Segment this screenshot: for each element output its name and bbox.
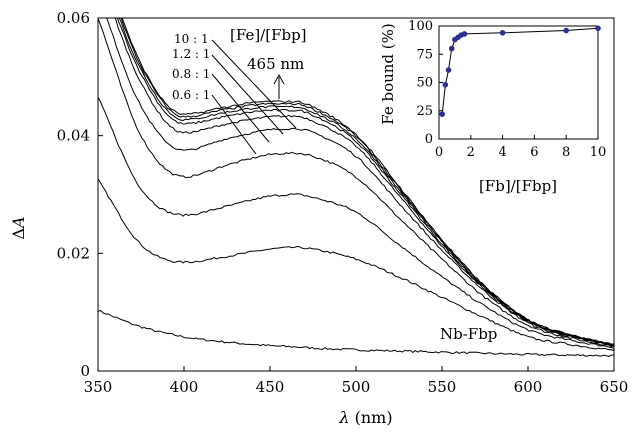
inset-point	[500, 30, 506, 36]
inset-y-axis-title: Fe bound (%)	[379, 23, 397, 125]
inset-x-tick-label: 4	[498, 145, 506, 160]
inset-x-tick-label: 0	[435, 145, 443, 160]
x-tick-label: 600	[514, 378, 543, 396]
inset-point	[449, 46, 455, 52]
x-tick-label: 550	[428, 378, 457, 396]
inset-y-tick-label: 50	[416, 76, 433, 91]
x-axis-title-unit: (nm)	[355, 408, 393, 427]
spectrum-line-0	[98, 311, 614, 357]
inset-point	[563, 28, 569, 34]
nb-fbp-label: Nb-Fbp	[440, 325, 497, 343]
x-tick-label: 450	[256, 378, 285, 396]
x-axis-title: λ (nm)	[338, 408, 392, 427]
y-axis-title-var: A	[9, 216, 28, 230]
inset-point	[439, 111, 445, 117]
inset-point	[595, 25, 601, 31]
y-tick-label: 0	[80, 362, 90, 380]
x-tick-label: 500	[342, 378, 371, 396]
ratio-label-3: 0.8 : 1	[172, 67, 210, 81]
x-tick-label: 350	[84, 378, 113, 396]
y-axis-title-symbol: Δ	[9, 228, 28, 240]
y-axis-title: ΔA	[9, 216, 28, 239]
inset-point	[443, 82, 449, 88]
inset-y-tick-label: 0	[425, 132, 433, 147]
y-tick-label: 0.04	[57, 127, 90, 145]
inset-x-tick-label: 8	[562, 145, 570, 160]
inset-point	[462, 31, 468, 37]
ratio-leader-4	[212, 95, 256, 154]
peak-label: 465 nm	[247, 55, 304, 73]
inset-frame	[439, 26, 598, 139]
x-tick-label: 650	[600, 378, 629, 396]
inset-x-tick-label: 6	[530, 145, 538, 160]
y-tick-label: 0.02	[57, 244, 90, 262]
x-axis-title-symbol: λ	[338, 408, 349, 427]
inset-y-tick-label: 75	[416, 47, 433, 62]
inset-x-tick-label: 2	[467, 145, 475, 160]
y-tick-label: 0.06	[57, 9, 90, 27]
inset-y-tick-label: 100	[408, 19, 433, 34]
ratio-header: [Fe]/[Fbp]	[230, 26, 307, 44]
ratio-label-2: 1.2 : 1	[172, 47, 210, 61]
inset-x-tick-label: 10	[590, 145, 607, 160]
ratio-label-4: 0.6 : 1	[172, 88, 210, 102]
inset-y-tick-label: 25	[416, 104, 433, 119]
inset-x-axis-title: [Fb]/[Fbp]	[479, 177, 557, 195]
inset-point	[446, 67, 452, 73]
ratio-label-1: 10 : 1	[174, 32, 209, 46]
ratio-leader-1	[212, 40, 296, 128]
x-tick-label: 400	[170, 378, 199, 396]
